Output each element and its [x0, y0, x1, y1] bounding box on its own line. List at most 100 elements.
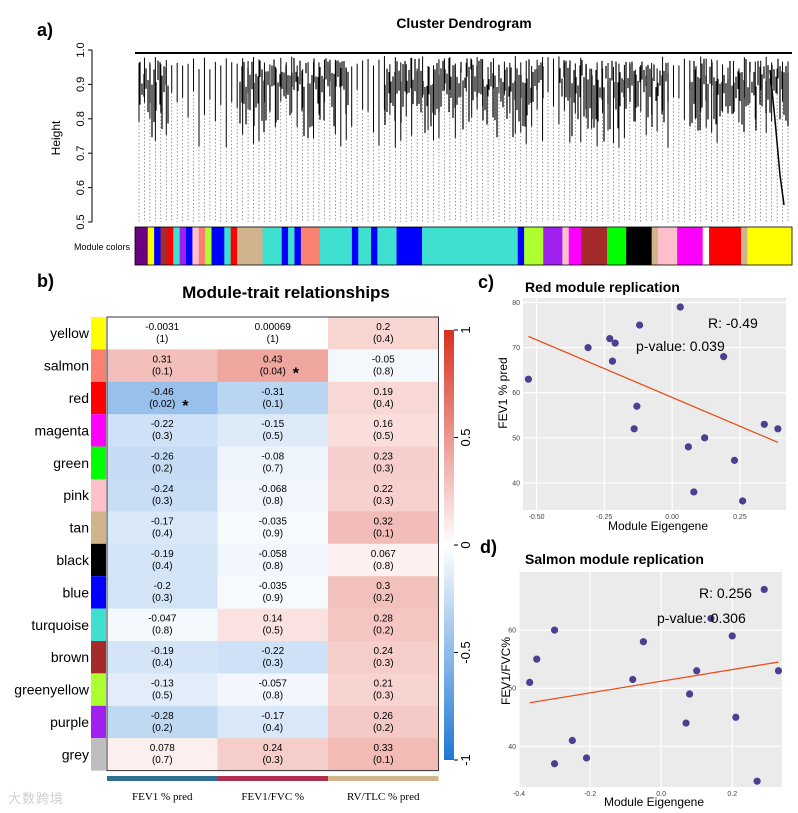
heatmap-cell-pvalue: (0.3) [152, 496, 173, 507]
heatmap-cell-corr: 0.24 [263, 743, 283, 754]
heatmap-cell-pvalue: (0.5) [262, 626, 283, 637]
watermark-text: 大数跨境 [8, 792, 65, 807]
data-point [550, 626, 559, 634]
heatmap-cell [217, 576, 329, 609]
module-color-segment [300, 227, 321, 265]
heatmap-cell [217, 608, 329, 642]
module-color-bar-border [134, 226, 793, 266]
heatmap-cell-corr: -0.035 [259, 516, 288, 527]
heatmap-cell [107, 641, 218, 674]
y-tick-label: 70 [512, 345, 520, 352]
dendrogram-ytick-label: 0.5 [75, 214, 87, 229]
heatmap-cell-corr: -0.2 [154, 581, 172, 592]
heatmap-cell-pvalue: (0.5) [152, 690, 173, 701]
heatmap-cell-pvalue: (0.8) [152, 626, 173, 637]
module-colors-label: Module colors [74, 242, 131, 252]
heatmap-row-swatch [91, 705, 106, 739]
heatmap-cell [217, 446, 329, 480]
salmon-replication-ylabel: FEV1/FVC% [499, 637, 513, 705]
heatmap-cell-corr: -0.22 [261, 646, 284, 657]
heatmap-cell [328, 479, 439, 512]
module-color-segment [702, 227, 710, 265]
heatmap-cell-pvalue: (0.8) [262, 496, 283, 507]
heatmap-cell-corr: 0.067 [371, 549, 396, 560]
heatmap-row-label: turquoise [31, 617, 89, 633]
salmon-replication-pvalue: p-value: 0.306 [657, 610, 746, 626]
dendrogram-ytick-label: 0.6 [75, 180, 87, 195]
data-point [629, 675, 637, 684]
heatmap-cell-pvalue: (0.3) [262, 755, 283, 766]
module-color-segment [160, 227, 168, 265]
heatmap-cell-pvalue: (0.04) [260, 366, 286, 377]
heatmap-cell [217, 381, 329, 415]
heatmap-cell-pvalue: (0.4) [152, 658, 173, 669]
heatmap-cell [328, 381, 439, 415]
colorbar-gradient-rect [444, 330, 454, 760]
heatmap-row-label: salmon [44, 358, 89, 374]
heatmap-cell [217, 641, 329, 674]
y-tick-label: 60 [512, 390, 520, 397]
heatmap-cell [217, 738, 329, 771]
heatmap-cell-pvalue: (0.2) [152, 723, 173, 734]
module-color-segment [281, 227, 289, 265]
heatmap-cell [107, 738, 218, 771]
panel-label-d: d) [480, 537, 497, 557]
heatmap-cell-pvalue: (0.4) [373, 334, 394, 345]
module-color-segment [626, 227, 653, 265]
colorbar-tick-label: -0.5 [458, 641, 473, 663]
heatmap-cell-corr: -0.13 [151, 678, 174, 689]
heatmap-cell-corr: -0.31 [261, 387, 284, 398]
heatmap-row-swatch [91, 608, 106, 641]
heatmap-cell [217, 511, 329, 545]
heatmap-cell-corr: -0.22 [151, 419, 174, 430]
data-point [606, 334, 614, 343]
data-point [676, 303, 684, 311]
heatmap-cell-corr: -0.0031 [145, 322, 179, 333]
heatmap-row-swatch [91, 381, 106, 415]
heatmap-row-label: pink [63, 487, 90, 503]
x-tick-label: -0.25 [596, 514, 612, 521]
heatmap-cell-corr: -0.057 [259, 678, 288, 689]
data-point [533, 655, 541, 663]
heatmap-cell-pvalue: (0.3) [373, 496, 394, 507]
heatmap-row-swatch [91, 738, 106, 771]
heatmap-cell-pvalue: (1) [156, 334, 168, 345]
module-color-segment [224, 227, 232, 265]
data-point [732, 713, 740, 721]
heatmap-cell-corr: -0.08 [261, 452, 284, 463]
module-color-segment [358, 227, 372, 265]
module-color-segment [294, 227, 302, 265]
heatmap-row-label: purple [50, 714, 89, 730]
module-color-segment [709, 227, 742, 265]
data-point [682, 719, 690, 727]
y-tick-label: 40 [508, 744, 516, 751]
module-color-segment [186, 227, 193, 265]
significance-marker: * [182, 398, 189, 415]
data-point [568, 736, 576, 745]
data-point [728, 632, 736, 640]
heatmap-row-swatch [91, 446, 106, 479]
salmon-replication-panel: Salmon module replication FEV1/FVC% Modu… [499, 551, 783, 809]
heatmap-cell-pvalue: (0.8) [373, 561, 394, 572]
heatmap-cell [107, 608, 218, 642]
heatmap-cell-pvalue: (0.3) [373, 658, 394, 669]
data-point [633, 402, 641, 410]
heatmap-cell-corr: 0.16 [374, 419, 394, 430]
data-point [760, 585, 768, 594]
heatmap-columns: FEV1 % pred FEV1/FVC % RV/TLC % pred [107, 776, 439, 803]
heatmap-cell-corr: 0.24 [374, 646, 394, 657]
module-color-segment [581, 227, 608, 265]
x-tick-label: -0.4 [513, 791, 525, 798]
salmon-replication-xlabel: Module Eigengene [604, 795, 704, 809]
heatmap-row-label: yellow [50, 325, 90, 341]
heatmap-cell-corr: -0.05 [372, 354, 395, 365]
data-point [526, 678, 534, 687]
heatmap-cell [328, 446, 439, 480]
heatmap-cell [107, 479, 218, 512]
heatmap-cell [328, 673, 439, 707]
module-color-segment [371, 227, 378, 265]
heatmap-row-swatch [91, 479, 106, 512]
module-color-segment [740, 227, 748, 265]
data-point [608, 357, 617, 365]
heatmap-cell-pvalue: (0.5) [262, 431, 283, 442]
